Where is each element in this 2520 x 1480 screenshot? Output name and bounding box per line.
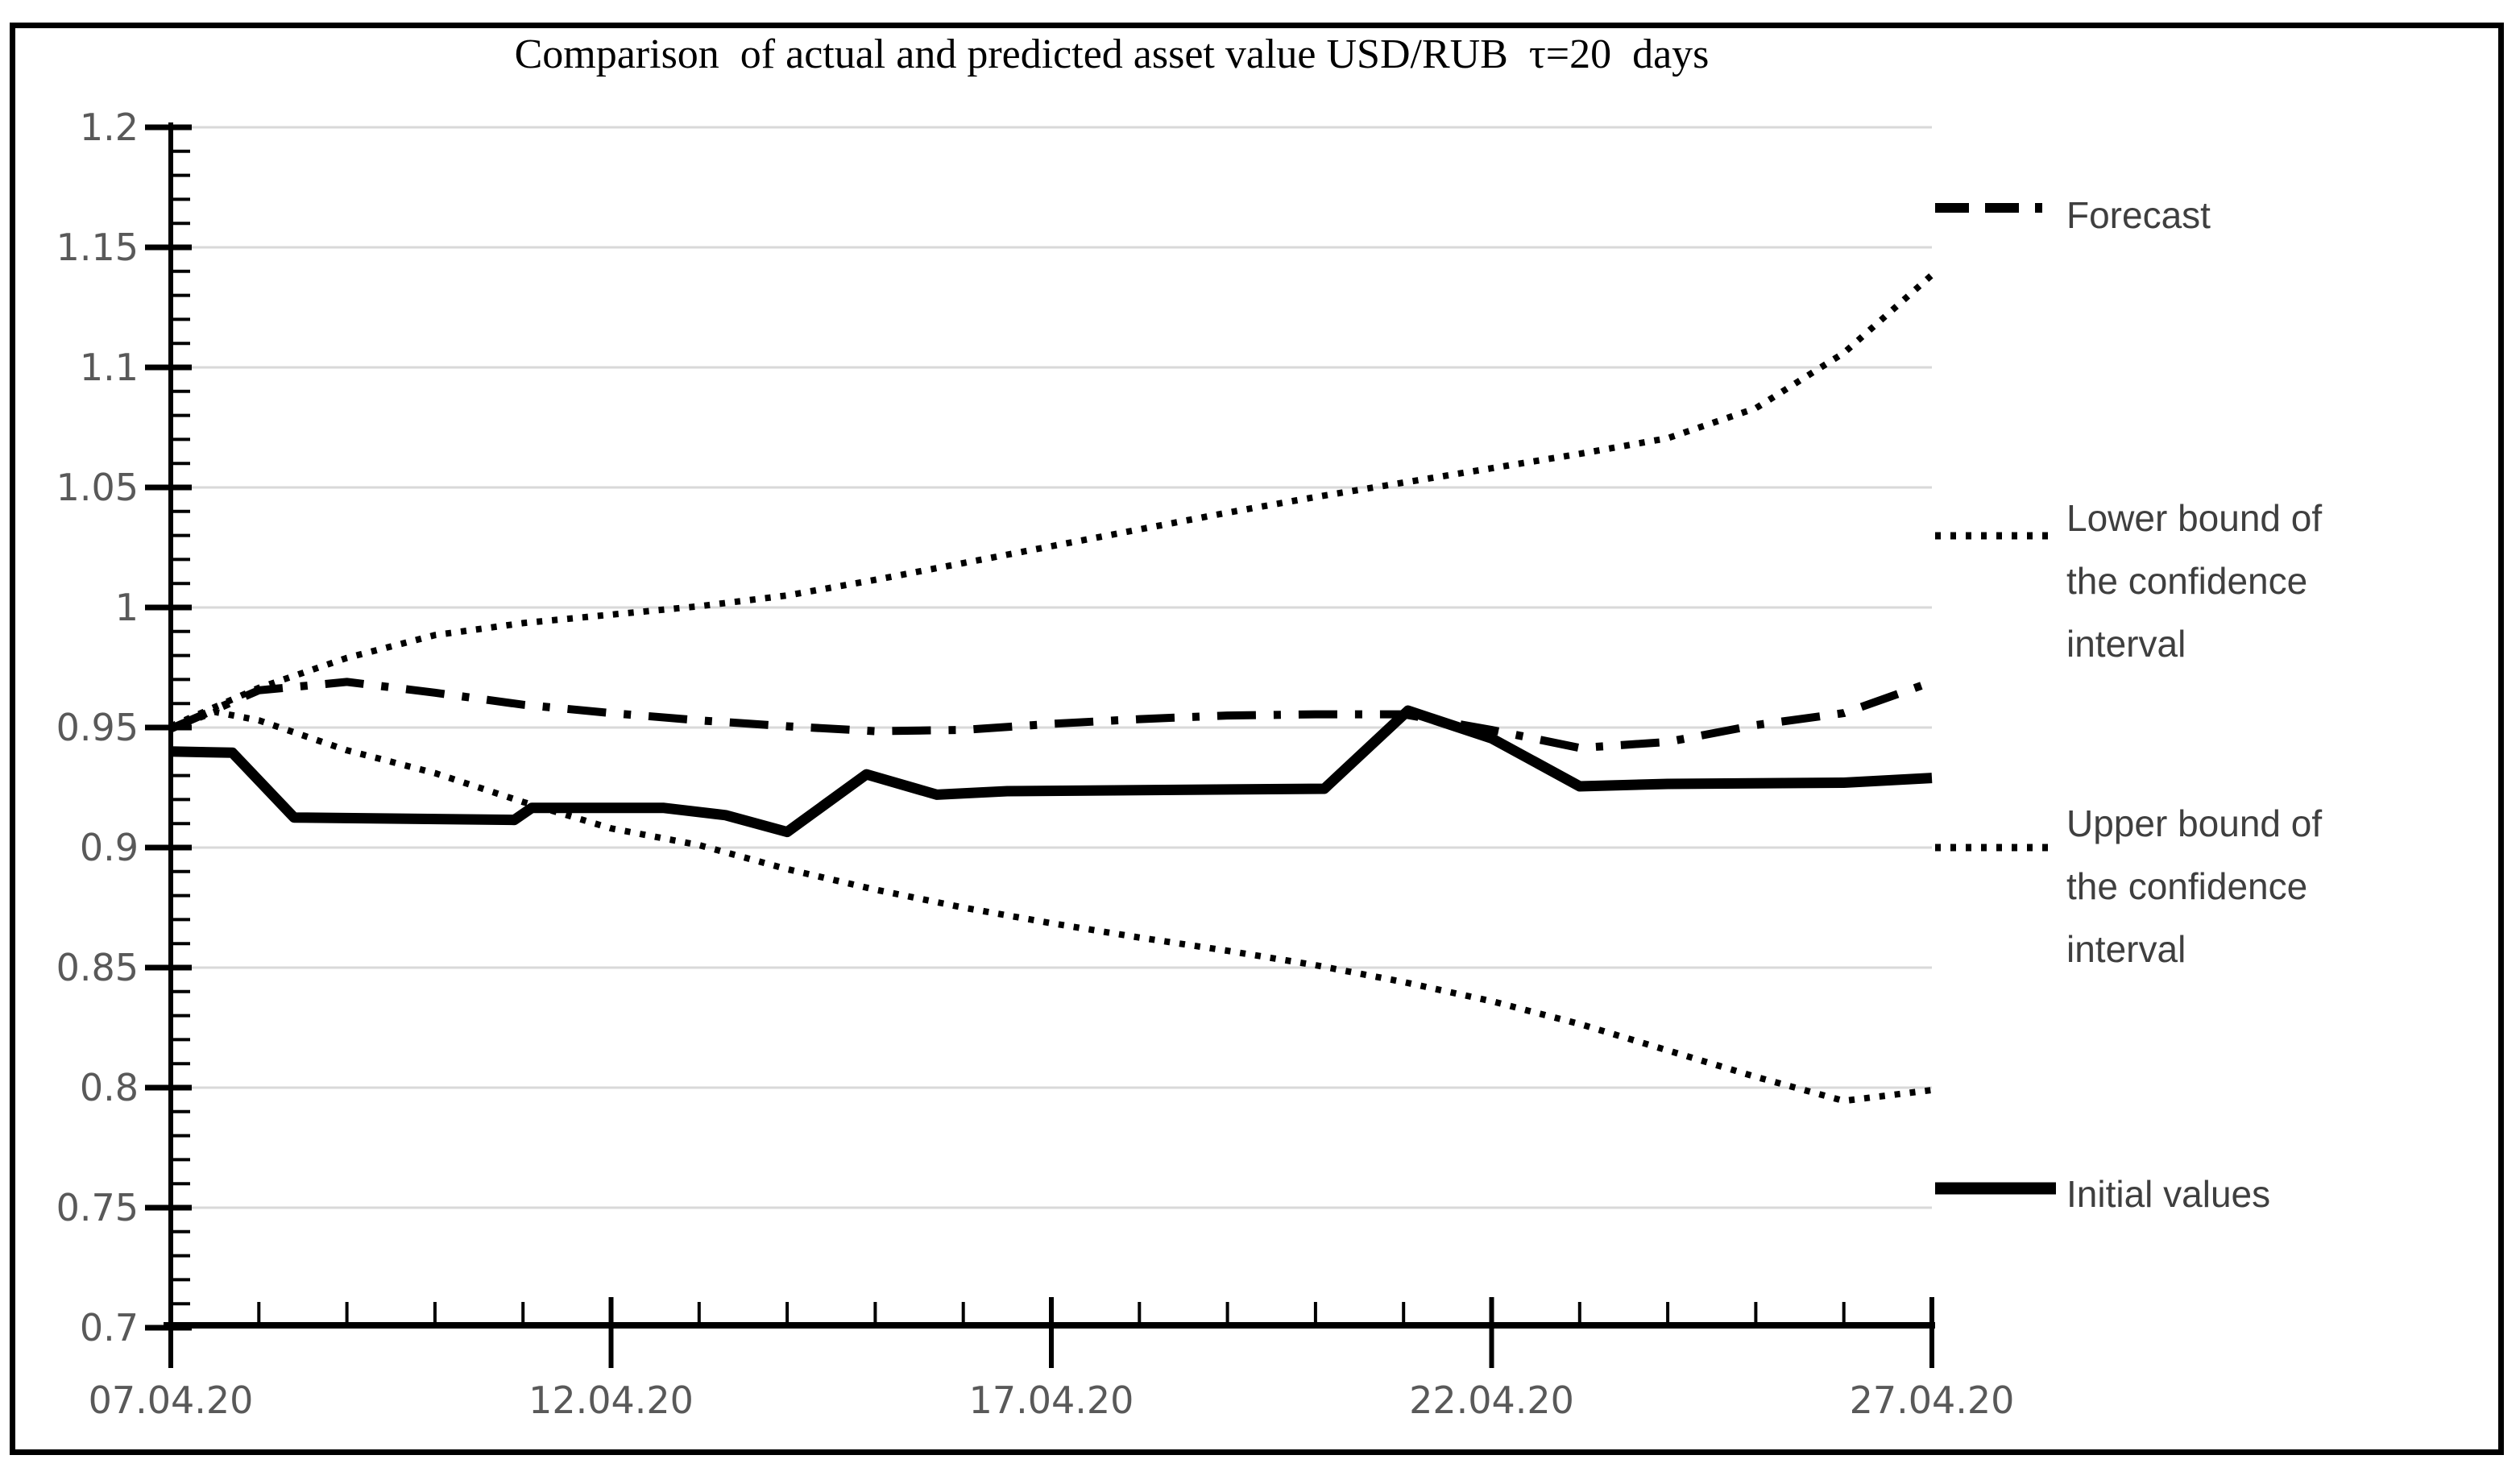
legend-key-dotted-icon [1935,532,2056,540]
upper-bound-of-the-confidence-interval-line [169,272,1934,730]
legend-label-line: Lower bound of [2066,497,2323,539]
y-tick-label: 1 [114,586,139,629]
legend-label-line: the confidence [2066,865,2308,907]
legend-label-line: Upper bound of [2066,802,2323,844]
legend-label: Forecast [2066,184,2211,247]
y-tick-label: 1.2 [79,106,139,149]
lower-bound-of-the-confidence-interval-line [169,708,1933,1105]
x-tick-label: 27.04.20 [1849,1378,2015,1422]
y-tick-label: 0.7 [79,1306,139,1349]
x-tick-label: 07.04.20 [88,1378,254,1422]
legend-label: Upper bound of the confidence interval [2066,792,2322,980]
y-tick-label: 1.15 [56,226,139,269]
legend-label: Lower bound of the confidence interval [2066,487,2322,675]
legend-label: Initial values [2066,1163,2270,1225]
legend-label-line: Forecast [2066,194,2211,236]
chart-frame-border [10,23,2504,1455]
x-tick-label: 17.04.20 [968,1378,1134,1422]
legend-label-line: the confidence [2066,560,2308,602]
chart-title: Comparison of actual and predicted asset… [514,31,1710,77]
y-tick-label: 0.85 [56,946,139,989]
x-tick-label: 12.04.20 [528,1378,694,1422]
legend-key-solid-icon [1935,1182,2056,1195]
legend-label-line: Initial values [2066,1173,2271,1215]
y-tick-label: 0.75 [56,1186,139,1229]
legend-label-line: interval [2066,928,2186,970]
forecast-line [169,678,1934,752]
legend-key-long-dash-dot-icon [1935,203,2056,213]
y-tick-label: 0.95 [56,706,139,749]
x-tick-label: 22.04.20 [1409,1378,1574,1422]
legend-key-dotted-icon [1935,844,2056,852]
y-tick-label: 1.1 [79,346,139,389]
y-tick-label: 1.05 [56,466,139,509]
legend-label-line: interval [2066,623,2186,665]
y-tick-label: 0.8 [79,1066,139,1109]
initial-values-line [170,705,1933,838]
y-tick-label: 0.9 [79,826,139,869]
